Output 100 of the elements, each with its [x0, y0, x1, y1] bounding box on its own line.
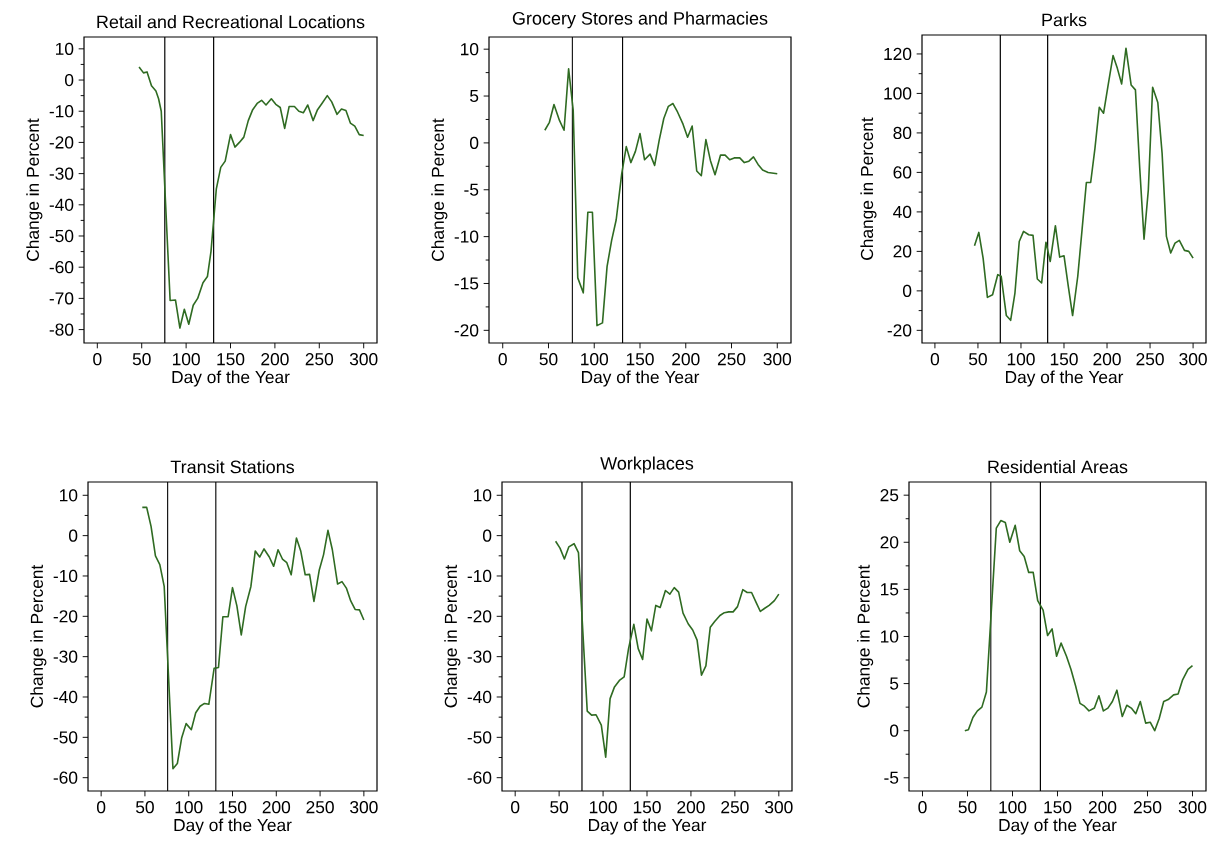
- y-tick-label: 5: [470, 89, 479, 103]
- y-tick-label: 10: [56, 42, 74, 55]
- y-tick-label: -10: [49, 105, 74, 118]
- chart-title: Grocery Stores and Pharmacies: [512, 11, 768, 29]
- y-tick-label: 20: [893, 245, 912, 258]
- x-tick-label: 50: [968, 353, 987, 366]
- y-tick-label: 0: [482, 529, 492, 542]
- line-series: [554, 540, 780, 758]
- y-tick-label: -20: [53, 610, 78, 623]
- x-tick-label: 300: [765, 801, 793, 814]
- y-axis-title: Change in Percent: [431, 118, 448, 261]
- x-tick-label: 200: [677, 801, 705, 814]
- y-tick-label: 20: [880, 536, 899, 549]
- x-tick-label: 250: [1136, 353, 1164, 366]
- x-axis-title: Day of the Year: [172, 370, 290, 387]
- chart-title: Workplaces: [600, 456, 694, 474]
- x-tick-label: 300: [1178, 801, 1207, 814]
- y-tick-label: -30: [49, 167, 74, 180]
- x-axis-title: Day of the Year: [1006, 370, 1124, 387]
- x-tick-label: 150: [217, 353, 245, 366]
- x-tick-label: 150: [219, 801, 247, 814]
- y-tick-label: -50: [467, 731, 492, 744]
- x-tick-label: 50: [135, 801, 154, 814]
- y-tick-label: -80: [49, 323, 74, 336]
- y-tick-label: 100: [884, 87, 912, 100]
- y-tick-label: 10: [461, 43, 479, 56]
- x-tick-label: 250: [305, 353, 334, 366]
- chart-title: Retail and Recreational Locations: [97, 15, 365, 29]
- x-tick-label: 250: [306, 801, 334, 814]
- x-tick-label: 50: [958, 801, 977, 814]
- y-tick-label: -20: [467, 610, 492, 623]
- line-series: [973, 47, 1194, 322]
- y-tick-label: -10: [454, 230, 479, 243]
- y-tick-label: 0: [889, 724, 899, 737]
- y-tick-label: 40: [893, 205, 912, 219]
- y-axis-title: Change in Percent: [26, 118, 43, 261]
- x-tick-label: 300: [763, 353, 792, 366]
- y-tick-label: -20: [49, 136, 74, 149]
- y-tick-label: 120: [884, 47, 912, 61]
- y-tick-label: 10: [474, 489, 492, 502]
- x-tick-label: 50: [132, 353, 151, 366]
- y-tick-label: -10: [467, 569, 492, 583]
- y-tick-label: 60: [893, 166, 912, 179]
- x-tick-label: 100: [175, 801, 203, 814]
- y-tick-label: -70: [49, 292, 74, 305]
- x-tick-label: 100: [581, 353, 609, 366]
- line-series: [141, 506, 365, 770]
- x-tick-label: 250: [717, 353, 746, 366]
- y-tick-label: -60: [49, 261, 74, 274]
- x-tick-label: 0: [96, 801, 106, 814]
- x-tick-label: 100: [999, 801, 1027, 814]
- x-tick-label: 200: [1093, 353, 1121, 366]
- y-tick-label: 0: [902, 284, 912, 297]
- chart-title: Parks: [1042, 13, 1087, 27]
- x-tick-label: 100: [1007, 353, 1035, 366]
- x-tick-label: 200: [1088, 801, 1117, 814]
- y-tick-label: 0: [64, 73, 74, 87]
- y-tick-label: 5: [890, 677, 899, 690]
- y-axis-title: Change in Percent: [857, 564, 874, 708]
- x-tick-label: 0: [918, 801, 927, 814]
- y-axis-title: Change in Percent: [30, 564, 47, 708]
- chart-title: Transit Stations: [170, 460, 295, 474]
- y-tick-label: 10: [881, 630, 899, 643]
- x-tick-label: 250: [721, 801, 749, 814]
- line-series: [138, 66, 365, 329]
- x-tick-label: 150: [626, 353, 654, 366]
- x-tick-label: 300: [349, 353, 378, 366]
- line-series: [544, 68, 779, 327]
- x-tick-label: 300: [350, 801, 378, 814]
- y-tick-label: -15: [454, 277, 479, 290]
- x-tick-label: 0: [93, 353, 102, 366]
- y-tick-label: -40: [49, 198, 74, 211]
- y-tick-label: 15: [881, 583, 899, 596]
- x-tick-label: 50: [539, 353, 558, 366]
- x-axis-title: Day of the Year: [999, 818, 1117, 835]
- y-tick-label: 25: [880, 489, 899, 502]
- x-tick-label: 200: [261, 353, 289, 366]
- x-tick-label: 150: [633, 801, 661, 814]
- y-axis-title: Change in Percent: [444, 564, 461, 708]
- y-tick-label: -30: [467, 650, 492, 663]
- y-tick-label: -5: [884, 771, 899, 784]
- y-tick-label: -60: [467, 771, 492, 784]
- y-tick-label: -50: [49, 229, 74, 243]
- y-tick-label: 0: [68, 529, 78, 542]
- y-tick-label: 80: [893, 126, 912, 140]
- y-tick-label: 0: [469, 136, 479, 150]
- y-tick-label: -20: [454, 324, 479, 337]
- x-tick-label: 250: [1133, 801, 1162, 814]
- x-tick-label: 50: [550, 801, 569, 814]
- x-tick-label: 0: [498, 353, 507, 366]
- x-tick-label: 300: [1179, 353, 1207, 366]
- x-tick-label: 150: [1044, 801, 1072, 814]
- y-tick-label: 10: [60, 489, 78, 502]
- y-axis-title: Change in Percent: [860, 117, 877, 260]
- x-tick-label: 200: [672, 353, 700, 366]
- y-tick-label: -40: [53, 690, 78, 704]
- chart-title: Residential Areas: [988, 460, 1128, 474]
- y-tick-label: -60: [53, 771, 78, 784]
- x-tick-label: 100: [589, 801, 617, 814]
- x-axis-title: Day of the Year: [582, 370, 700, 387]
